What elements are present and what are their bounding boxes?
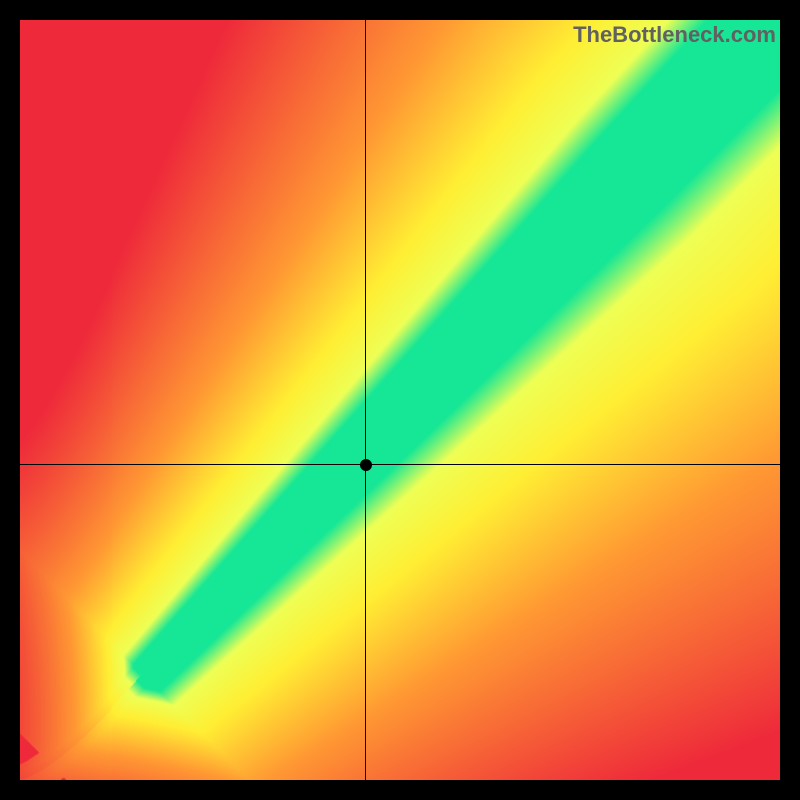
watermark-text: TheBottleneck.com — [573, 22, 776, 48]
data-point-marker — [360, 459, 372, 471]
crosshair-vertical — [365, 20, 366, 780]
chart-container: TheBottleneck.com — [0, 0, 800, 800]
crosshair-horizontal — [20, 464, 780, 465]
heatmap-canvas — [20, 20, 780, 780]
